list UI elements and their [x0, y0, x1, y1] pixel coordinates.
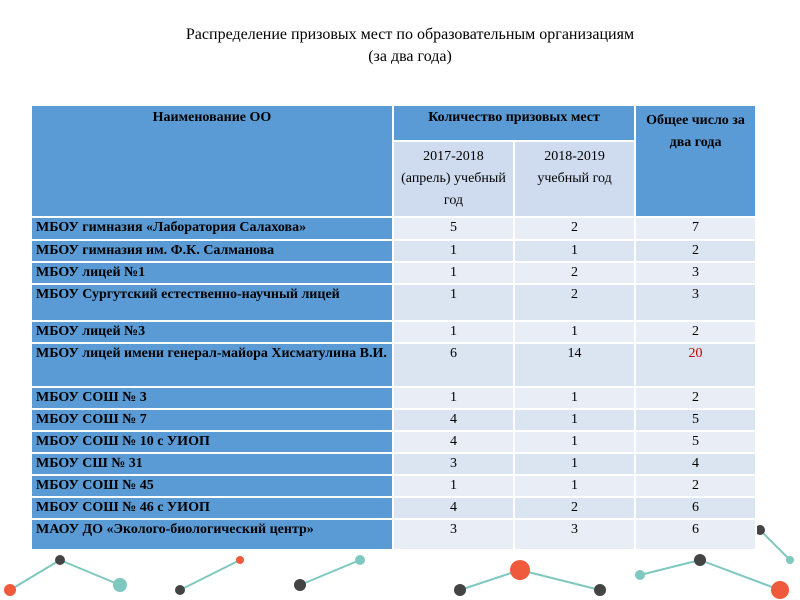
- name-cell: МБОУ гимназия «Лаборатория Салахова»: [30, 216, 394, 241]
- name-cell: МБОУ лицей №1: [30, 261, 394, 285]
- value-cell: 1: [391, 386, 516, 410]
- value-cell: 5: [634, 430, 757, 454]
- name-cell: МБОУ СОШ № 46 с УИОП: [30, 496, 394, 520]
- name-cell: МБОУ СШ № 31: [30, 452, 394, 476]
- value-cell: 20: [634, 342, 757, 388]
- value-cell: 1: [391, 261, 516, 285]
- value-cell: 6: [634, 496, 757, 520]
- subheader-cell: 2018-2019 учебный год: [513, 140, 637, 218]
- table-row: МБОУ СОШ № 45 1 1 2: [30, 474, 757, 498]
- value-cell: 1: [391, 283, 516, 322]
- value-cell: 2: [634, 239, 757, 263]
- value-cell: 3: [391, 452, 516, 476]
- table-row: МБОУ СОШ № 10 с УИОП 4 1 5: [30, 430, 757, 454]
- name-cell: МБОУ лицей №3: [30, 320, 394, 344]
- table-row: МБОУ СШ № 31 3 1 4: [30, 452, 757, 476]
- name-cell: МБОУ СОШ № 3: [30, 386, 394, 410]
- value-cell: 4: [391, 430, 516, 454]
- value-cell: 2: [634, 386, 757, 410]
- table-row: МБОУ гимназия им. Ф.К. Салманова 1 1 2: [30, 239, 757, 263]
- value-cell: 1: [513, 320, 637, 344]
- value-cell: 2: [513, 216, 637, 241]
- value-cell: 2: [513, 283, 637, 322]
- value-cell: 5: [391, 216, 516, 241]
- value-cell: 6: [391, 342, 516, 388]
- value-cell: 14: [513, 342, 637, 388]
- title: Распределение призовых мест по образоват…: [185, 26, 635, 43]
- table-row: МБОУ Сургутский естественно-научный лице…: [30, 283, 757, 322]
- table-row: МБОУ лицей №1 1 2 3: [30, 261, 757, 285]
- value-cell: 1: [391, 239, 516, 263]
- value-cell: 1: [391, 320, 516, 344]
- value-cell: 1: [513, 408, 637, 432]
- table-row: МБОУ СОШ № 46 с УИОП 4 2 6: [30, 496, 757, 520]
- table: Наименование ОО Количество призовых мест…: [30, 104, 757, 551]
- value-cell: 3: [634, 283, 757, 322]
- table-row: МБОУ гимназия «Лаборатория Салахова» 5 2 7: [30, 216, 757, 241]
- subtitle: (за два года): [368, 48, 452, 65]
- value-cell: 2: [634, 320, 757, 344]
- value-cell: 1: [513, 474, 637, 498]
- value-cell: 2: [513, 261, 637, 285]
- value-cell: 3: [513, 518, 637, 551]
- value-cell: 1: [513, 430, 637, 454]
- header-cell: Количество призовых мест: [391, 104, 637, 142]
- value-cell: 1: [513, 239, 637, 263]
- value-cell: 1: [391, 474, 516, 498]
- value-cell: 2: [513, 496, 637, 520]
- subheader-cell: 2017-2018 (апрель) учебный год: [391, 140, 516, 218]
- table-row: МБОУ лицей имени генерал-майора Хисматул…: [30, 342, 757, 388]
- name-cell: МБОУ лицей имени генерал-майора Хисматул…: [30, 342, 394, 388]
- value-cell: 3: [634, 261, 757, 285]
- value-cell: 2: [634, 474, 757, 498]
- value-cell: 1: [513, 386, 637, 410]
- header-cell: Наименование ОО: [30, 104, 394, 218]
- name-cell: МАОУ ДО «Эколого-биологический центр»: [30, 518, 394, 551]
- header-cell: Общее число за два года: [634, 104, 757, 218]
- value-cell: 6: [634, 518, 757, 551]
- value-cell: 3: [391, 518, 516, 551]
- value-cell: 4: [634, 452, 757, 476]
- value-cell: 1: [513, 452, 637, 476]
- table-row: МБОУ лицей №3 1 1 2: [30, 320, 757, 344]
- value-cell: 4: [391, 408, 516, 432]
- name-cell: МБОУ Сургутский естественно-научный лице…: [30, 283, 394, 322]
- table-row: МАОУ ДО «Эколого-биологический центр» 3 3 6: [30, 518, 757, 551]
- name-cell: МБОУ СОШ № 7: [30, 408, 394, 432]
- value-cell: 4: [391, 496, 516, 520]
- value-cell: 7: [634, 216, 757, 241]
- name-cell: МБОУ СОШ № 10 с УИОП: [30, 430, 394, 454]
- name-cell: МБОУ гимназия им. Ф.К. Салманова: [30, 239, 394, 263]
- name-cell: МБОУ СОШ № 45: [30, 474, 394, 498]
- value-cell: 5: [634, 408, 757, 432]
